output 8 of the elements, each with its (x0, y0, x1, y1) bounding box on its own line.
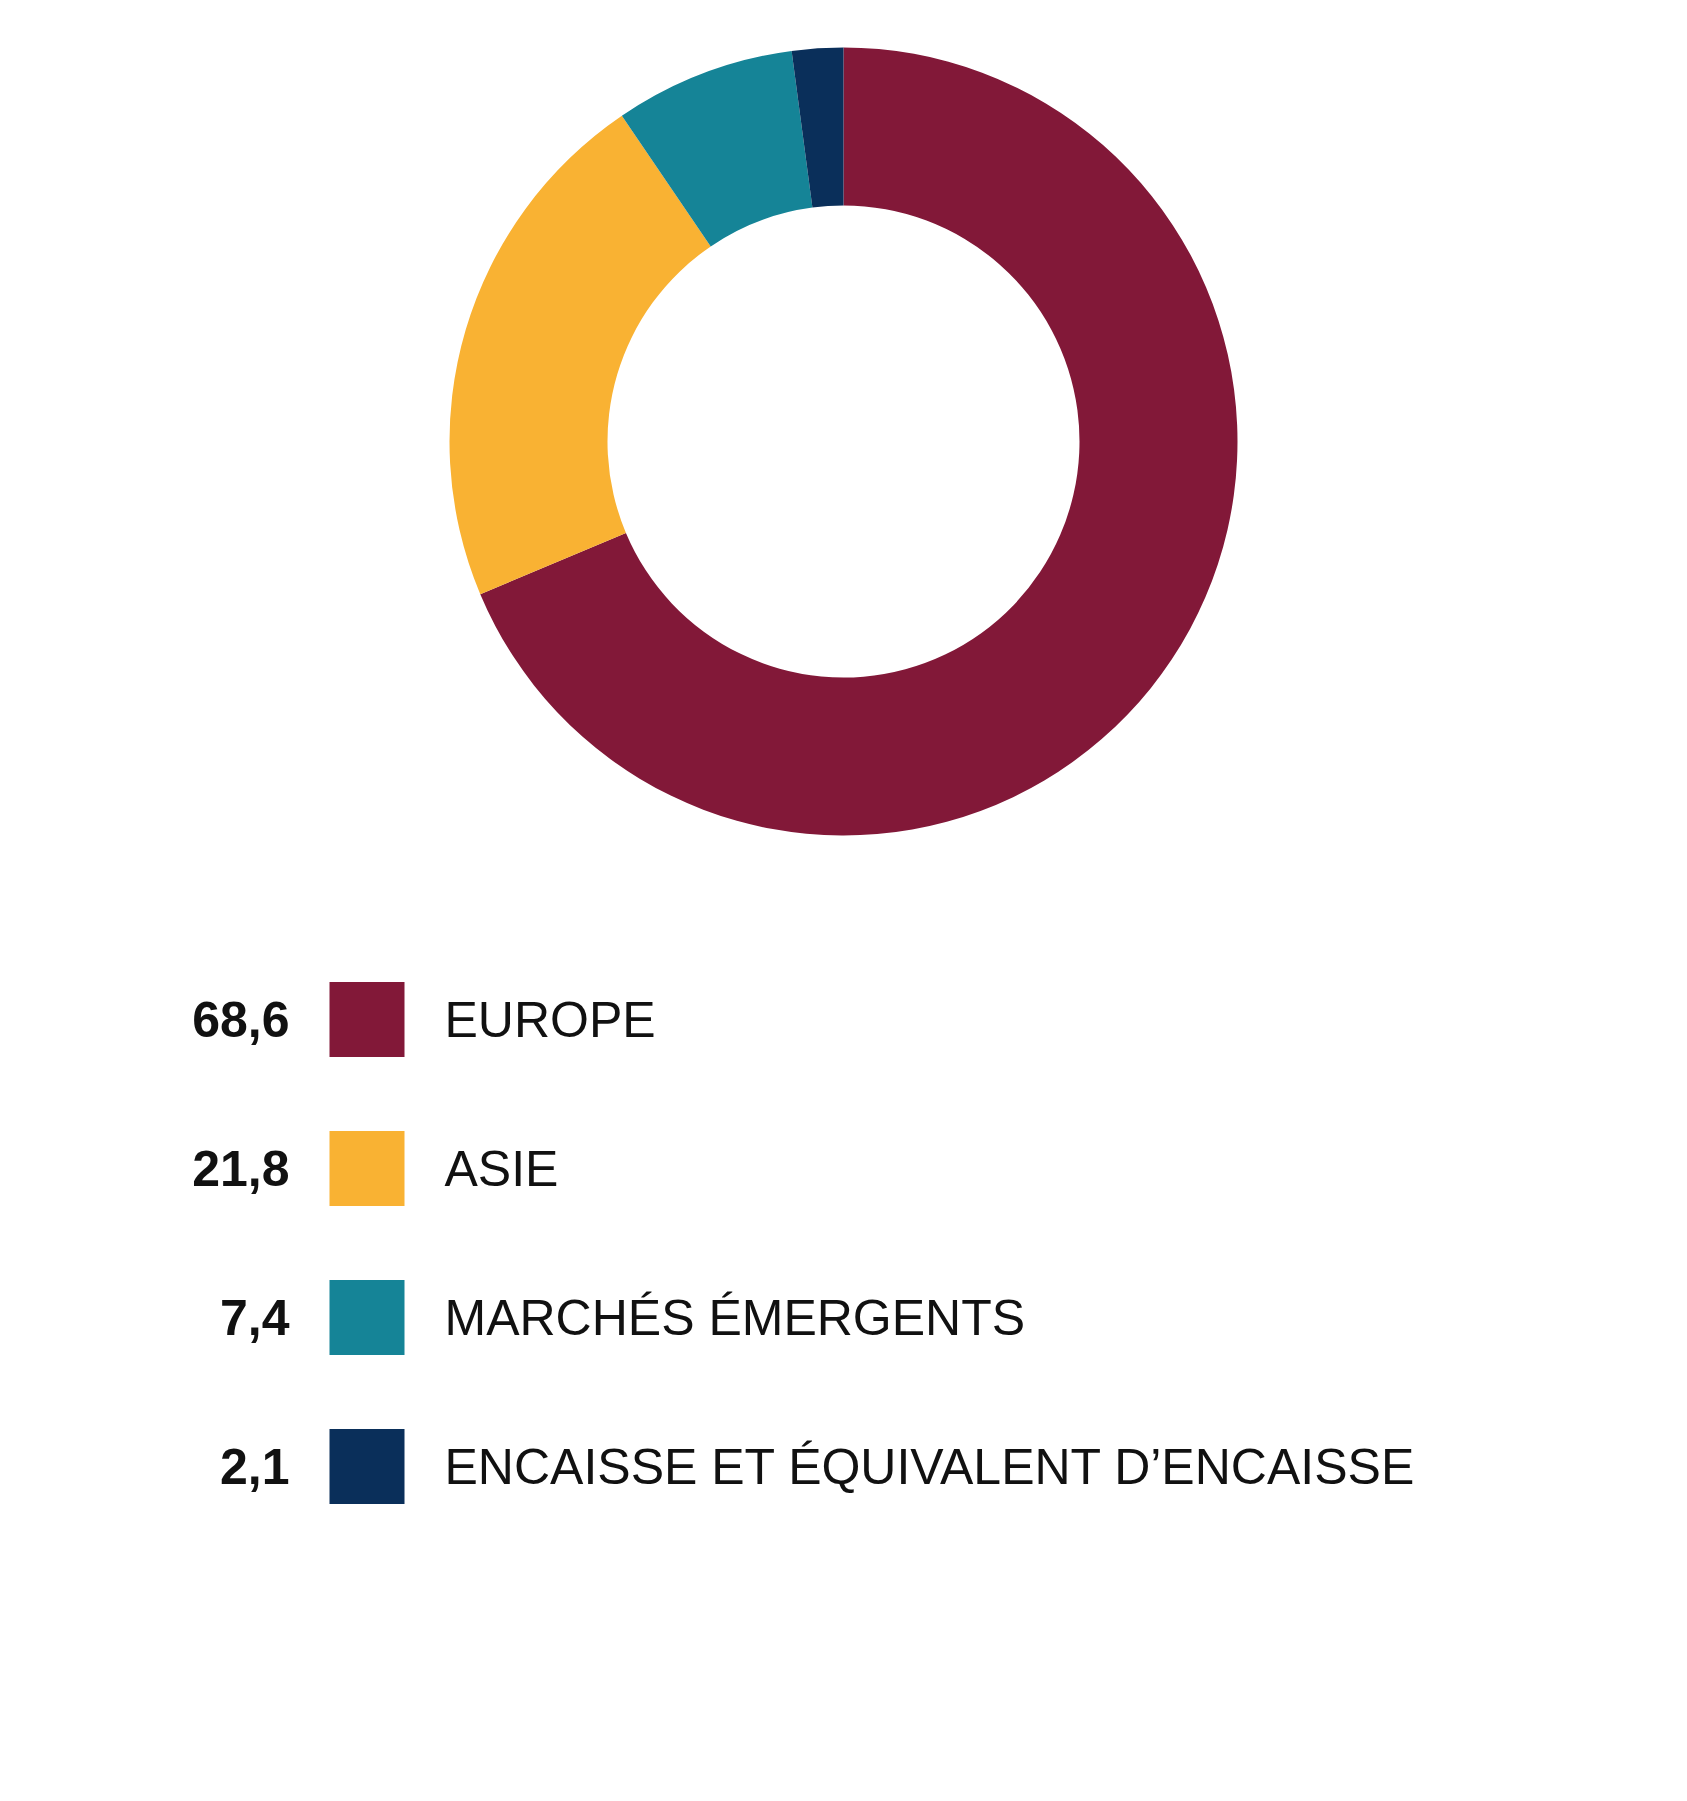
data-label: 7,4 (219, 1290, 290, 1346)
data-label: 68,6 (192, 992, 290, 1048)
legend-label: MARCHÉS ÉMERGENTS (444, 1289, 1026, 1346)
legend-label: ENCAISSE ET ÉQUIVALENT D’ENCAISSE (444, 1438, 1415, 1495)
legend-label: ASIE (444, 1140, 559, 1197)
legend-label: EUROPE (444, 991, 656, 1048)
data-label: 2,1 (219, 1439, 290, 1495)
data-label: 21,8 (192, 1141, 290, 1197)
